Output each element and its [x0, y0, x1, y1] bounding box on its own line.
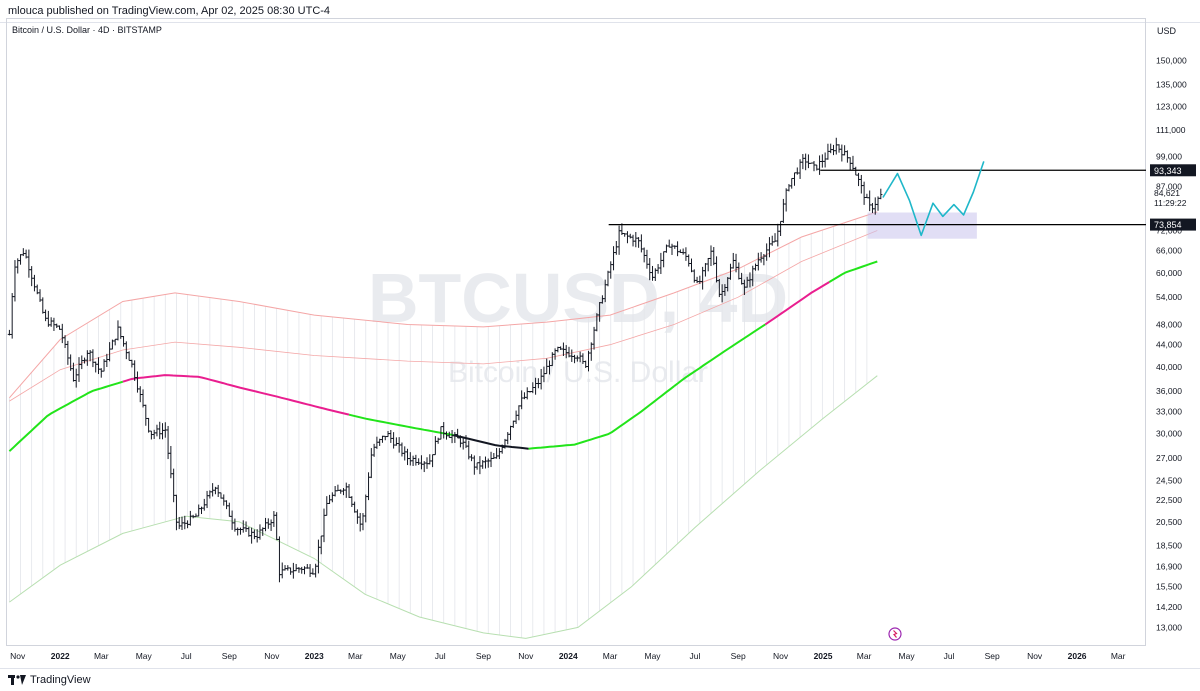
events-icon-bolt — [893, 630, 898, 638]
time-tick-label: Sep — [476, 651, 491, 661]
price-tick-label: 54,000 — [1156, 292, 1182, 302]
price-tick-label: 123,000 — [1156, 101, 1187, 111]
projection-layer — [882, 161, 985, 237]
price-axis: 150,000 135,000 123,000 111,000 99,000 87,000… — [1154, 55, 1187, 632]
current-price-label: 84,621 — [1154, 188, 1180, 198]
moving-average-layer — [8, 260, 878, 452]
ma-segment-falling — [122, 374, 350, 416]
price-tick-label: 72,000 — [1156, 225, 1182, 235]
time-tick-label: 2022 — [51, 651, 70, 661]
band-inner-upper-line — [9, 230, 878, 402]
band-lower-line — [9, 375, 878, 639]
price-tick-label: 40,000 — [1156, 362, 1182, 372]
time-tick-label: Nov — [773, 651, 789, 661]
candles-layer — [7, 137, 883, 583]
price-tick-label: 87,000 — [1156, 182, 1182, 192]
events-icon-ring — [888, 627, 902, 641]
time-tick-label: Jul — [181, 651, 192, 661]
price-tick-label: 20,500 — [1156, 517, 1182, 527]
footer-bar: TradingView — [0, 668, 1200, 691]
price-tick-label: 24,500 — [1156, 475, 1182, 485]
price-tick-label: 30,000 — [1156, 429, 1182, 439]
price-tick-label: 16,900 — [1156, 562, 1182, 572]
ma-segment-recovery — [528, 385, 675, 450]
time-tick-label: 2024 — [559, 651, 578, 661]
time-tick-label: May — [390, 651, 407, 661]
time-tick-label: May — [899, 651, 916, 661]
price-tick-label: 99,000 — [1156, 152, 1182, 162]
time-tick-label: Sep — [731, 651, 746, 661]
time-tick-label: Nov — [1027, 651, 1043, 661]
price-tick-label: 22,500 — [1156, 495, 1182, 505]
time-tick-label: 2026 — [1068, 651, 1087, 661]
time-tick-label: Nov — [518, 651, 534, 661]
price-tick-label: 15,500 — [1156, 582, 1182, 592]
level-price-badge[interactable] — [1150, 164, 1196, 177]
time-tick-label: Sep — [222, 651, 237, 661]
publish-info: mlouca published on TradingView.com, Apr… — [8, 5, 331, 17]
time-tick-label: Mar — [94, 651, 109, 661]
price-tick-label: 150,000 — [1156, 55, 1187, 65]
icons-layer — [888, 627, 902, 641]
time-tick-label: Sep — [985, 651, 1000, 661]
chart-frame[interactable] — [6, 18, 1146, 646]
levels-layer: 93,343 73,854 — [608, 164, 1196, 231]
level-price-label: 93,343 — [1154, 166, 1182, 176]
ma-segment-flat — [348, 413, 454, 437]
projection-path[interactable] — [882, 161, 985, 237]
time-tick-label: Jul — [435, 651, 446, 661]
time-tick-label: May — [644, 651, 661, 661]
price-tick-label: 36,000 — [1156, 386, 1182, 396]
price-tick-label: 14,200 — [1156, 602, 1182, 612]
bands-layer — [8, 211, 878, 639]
time-tick-label: Mar — [1111, 651, 1126, 661]
watermark-ticker: BTCUSD, 4D — [368, 259, 788, 337]
time-tick-label: Jul — [944, 651, 955, 661]
time-tick-label: Jul — [690, 651, 701, 661]
time-tick-label: 2025 — [814, 651, 833, 661]
price-tick-label: 33,000 — [1156, 406, 1182, 416]
price-tick-label: 18,500 — [1156, 541, 1182, 551]
watermark-name: Bitcoin / U.S. Dollar — [448, 356, 708, 389]
price-tick-label: 111,000 — [1156, 125, 1186, 135]
candle-countdown-label: 11:29:22 — [1154, 198, 1187, 208]
price-tick-label: 27,000 — [1156, 453, 1182, 463]
tradingview-icon — [8, 675, 26, 685]
time-tick-label: 2023 — [305, 651, 324, 661]
ma-segment-latest — [828, 260, 878, 283]
level-price-label: 73,854 — [1154, 220, 1182, 230]
tradingview-logo[interactable]: TradingView — [8, 674, 91, 686]
time-axis: Nov 2022 Mar May Jul Sep Nov 2023 Mar May Jul Sep No… — [10, 651, 1125, 661]
band-upper-line — [9, 211, 878, 399]
price-tick-label: 66,000 — [1156, 246, 1182, 256]
price-tick-label: 13,000 — [1156, 622, 1182, 632]
watermark: BTCUSD, 4D Bitcoin / U.S. Dollar — [368, 259, 788, 389]
brand-name: TradingView — [30, 674, 91, 686]
time-tick-label: Mar — [348, 651, 363, 661]
price-tick-label: 135,000 — [1156, 80, 1187, 90]
time-tick-label: Nov — [264, 651, 280, 661]
time-tick-label: May — [136, 651, 153, 661]
price-tick-label: 44,000 — [1156, 340, 1182, 350]
ma-segment-up — [673, 323, 766, 387]
top-bar: mlouca published on TradingView.com, Apr… — [0, 0, 1200, 23]
price-tick-label: 48,000 — [1156, 320, 1182, 330]
events-icon[interactable] — [888, 627, 902, 641]
time-tick-label: Mar — [603, 651, 618, 661]
symbol-title: Bitcoin / U.S. Dollar · 4D · BITSTAMP — [12, 25, 162, 35]
time-tick-label: Mar — [857, 651, 872, 661]
price-tick-label: 60,000 — [1156, 268, 1182, 278]
currency-label[interactable]: USD — [1157, 26, 1177, 36]
ma-segment-rising — [8, 380, 124, 452]
level-price-badge[interactable] — [1150, 218, 1196, 231]
time-tick-label: Nov — [10, 651, 26, 661]
ma-segment-magenta — [764, 281, 830, 326]
